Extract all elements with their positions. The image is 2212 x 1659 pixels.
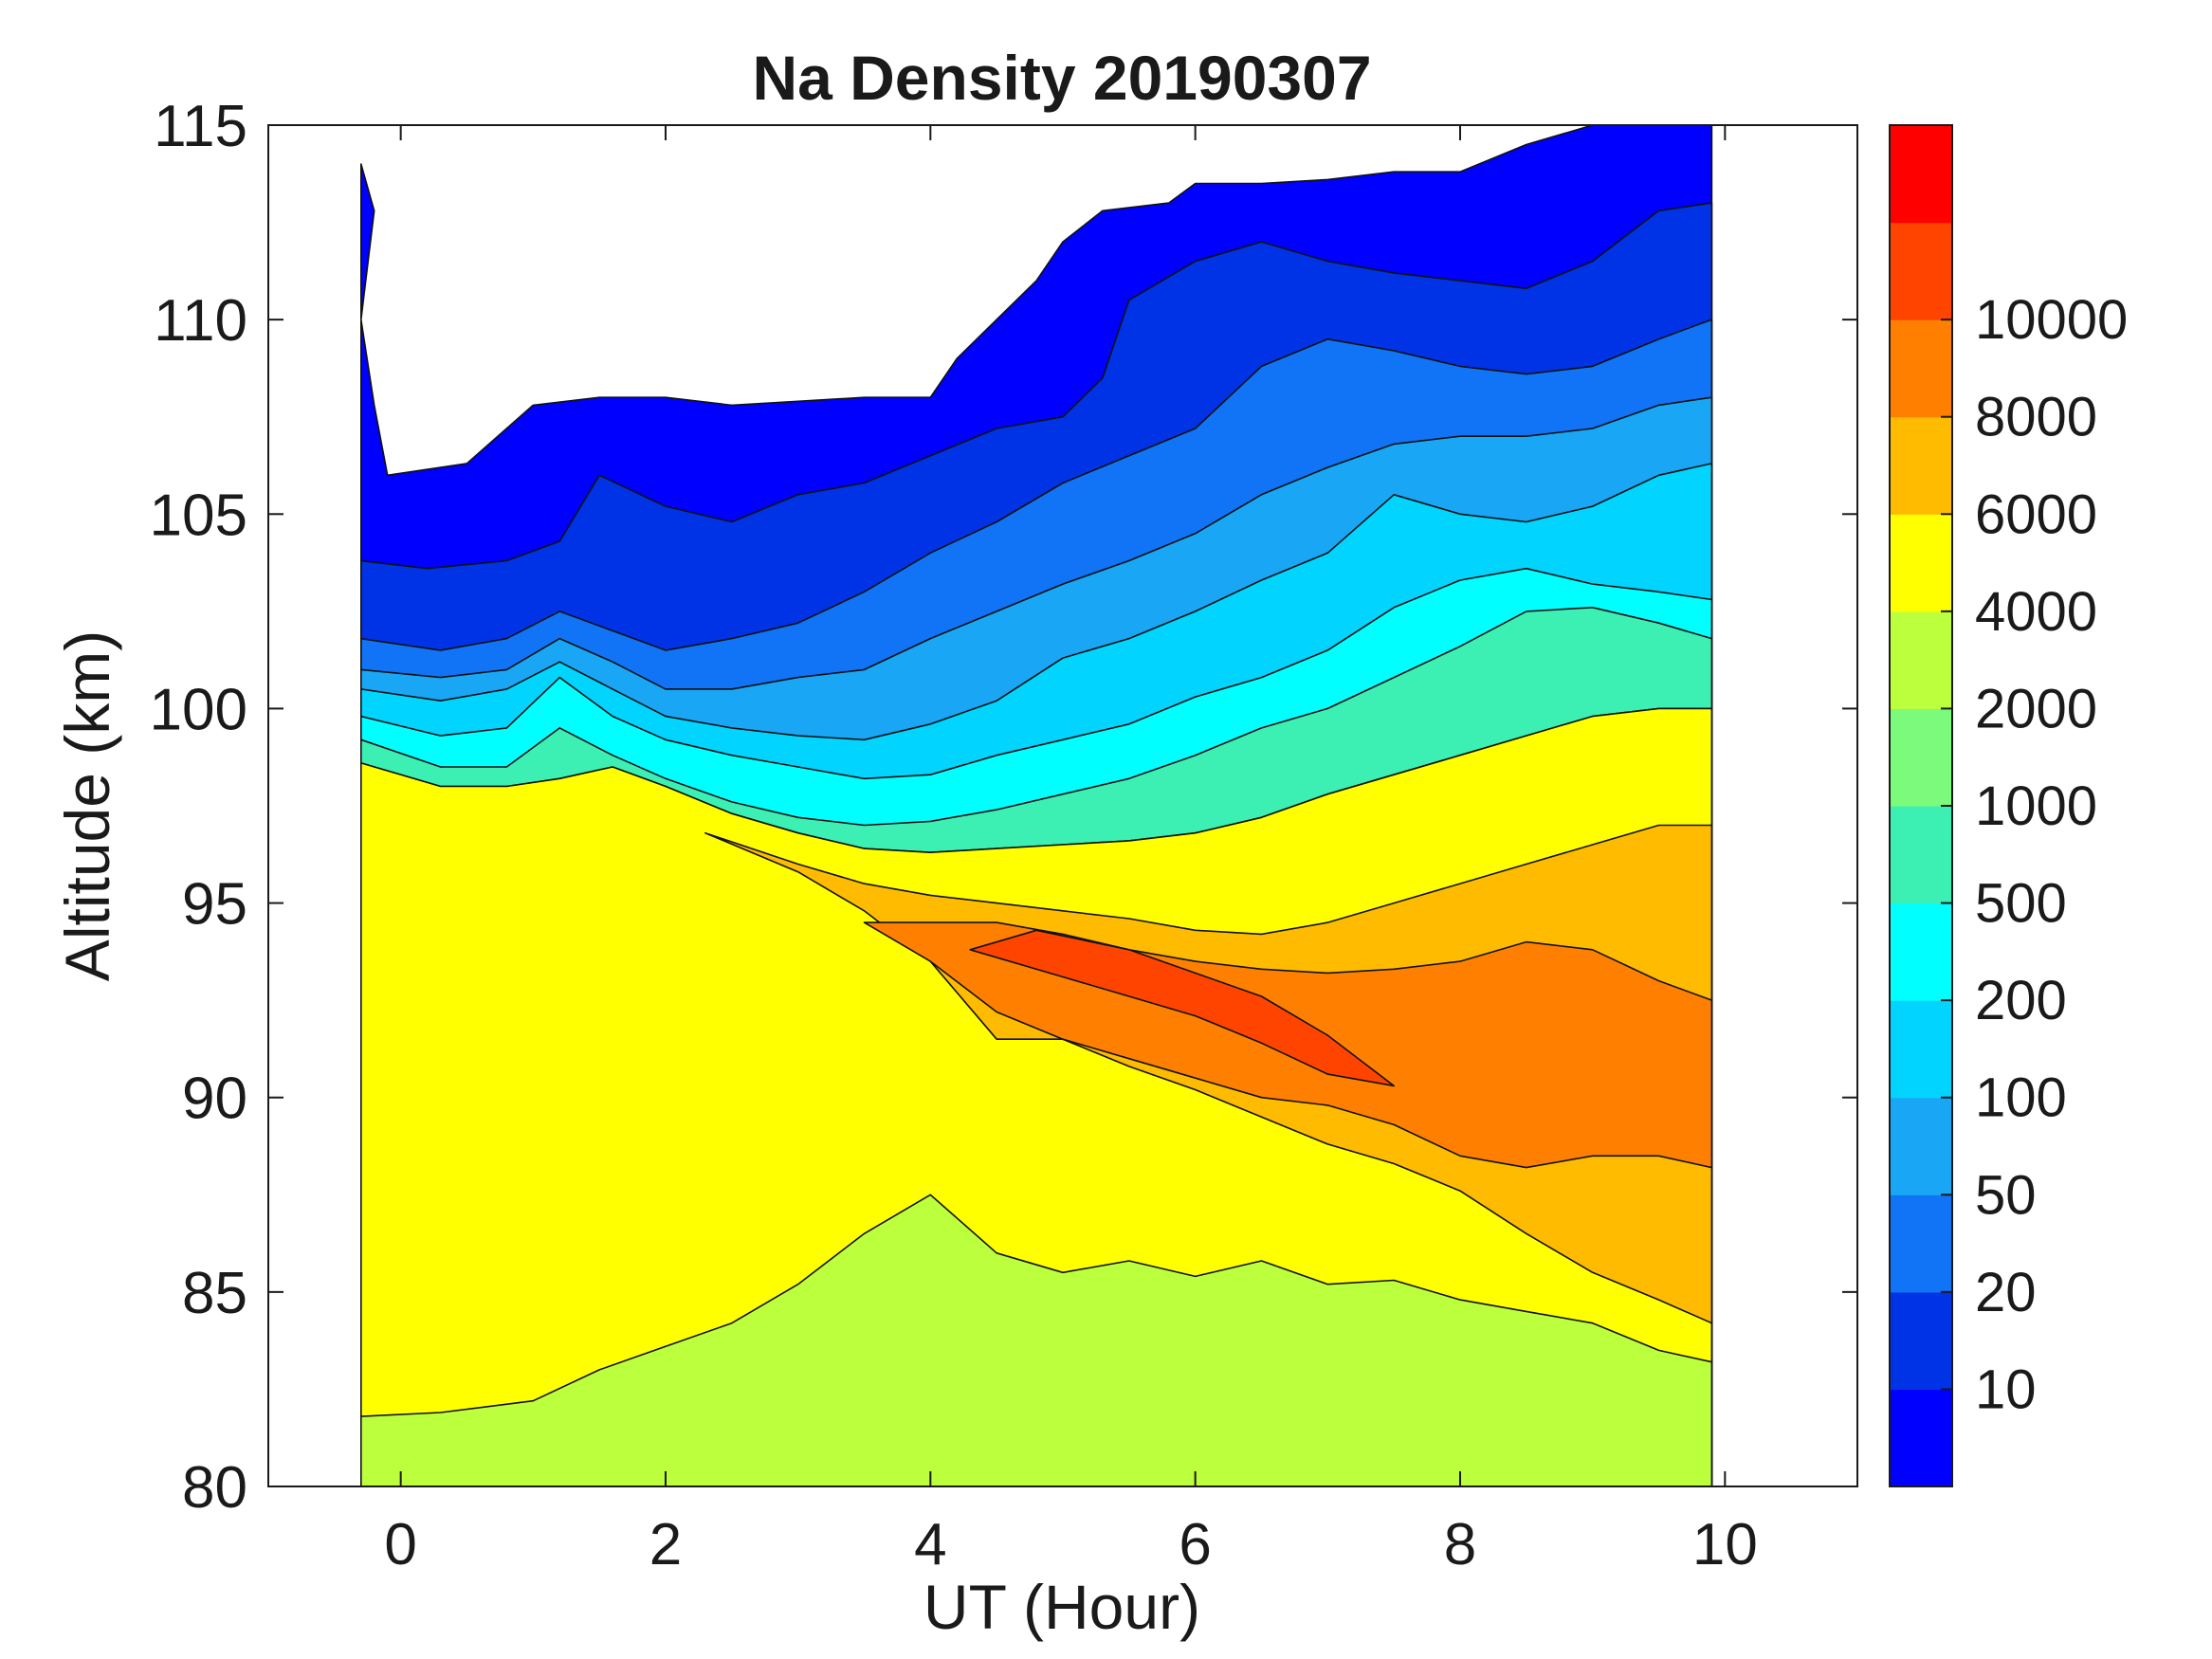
x-tick-label: 10 <box>1692 1512 1758 1577</box>
colorbar-band <box>1890 611 1952 710</box>
colorbar-band <box>1890 319 1952 418</box>
colorbar-band <box>1890 416 1952 515</box>
x-tick-label: 4 <box>914 1512 946 1577</box>
y-tick-label: 90 <box>182 1066 247 1132</box>
colorbar-band <box>1890 222 1952 320</box>
x-axis: 0 2 4 6 8 10 <box>384 125 1758 1577</box>
colorbar-band <box>1890 514 1952 612</box>
colorbar-tick-label: 20 <box>1975 1262 2037 1323</box>
colorbar-band <box>1890 902 1952 1001</box>
y-axis: 80 85 90 95 100 105 110 115 <box>150 94 1857 1521</box>
colorbar-tick-label: 200 <box>1975 970 2067 1031</box>
x-axis-label: UT (Hour) <box>923 1572 1200 1642</box>
colorbar-tick-label: 2000 <box>1975 678 2097 739</box>
y-tick-label: 110 <box>154 288 247 354</box>
colorbar-band <box>1890 1291 1952 1391</box>
colorbar-band <box>1890 1389 1952 1487</box>
colorbar-tick-label: 6000 <box>1975 483 2097 545</box>
plot-area-frame <box>267 124 1858 1487</box>
y-axis-label: Altitude (km) <box>52 630 122 981</box>
colorbar-tick-label: 1000 <box>1975 775 2097 837</box>
x-tick-label: 8 <box>1444 1512 1476 1577</box>
colorbar-tick-label: 500 <box>1975 873 2067 935</box>
y-tick-label: 105 <box>150 483 247 548</box>
y-tick-label: 80 <box>182 1455 247 1521</box>
colorbar-tick-label: 10 <box>1975 1358 2037 1420</box>
chart-title: Na Density 20190307 <box>752 43 1371 113</box>
colorbar-band <box>1890 1000 1952 1099</box>
y-tick-label: 95 <box>182 872 247 938</box>
colorbar-band <box>1890 125 1952 224</box>
colorbar-band <box>1890 708 1952 807</box>
colorbar-band <box>1890 1097 1952 1195</box>
colorbar-tick-label: 8000 <box>1975 387 2097 448</box>
y-tick-label: 100 <box>150 677 247 742</box>
colorbar-tick-label: 4000 <box>1975 581 2097 643</box>
colorbar: 10 20 50 100 200 500 1000 2000 4000 6000 8000 10000 <box>1889 124 2128 1487</box>
y-tick-label: 115 <box>154 94 247 159</box>
x-tick-label: 0 <box>384 1512 416 1577</box>
colorbar-band <box>1890 1194 1952 1293</box>
colorbar-band <box>1890 806 1952 904</box>
x-tick-label: 6 <box>1179 1512 1211 1577</box>
colorbar-tick-label: 10000 <box>1975 289 2128 351</box>
colorbar-tick-label: 50 <box>1975 1164 2037 1226</box>
contour-regions <box>360 125 1713 1486</box>
contour-band-11 <box>969 929 1395 1087</box>
colorbar-tick-label: 100 <box>1975 1067 2067 1129</box>
x-tick-label: 2 <box>649 1512 682 1577</box>
y-tick-label: 85 <box>182 1261 247 1326</box>
